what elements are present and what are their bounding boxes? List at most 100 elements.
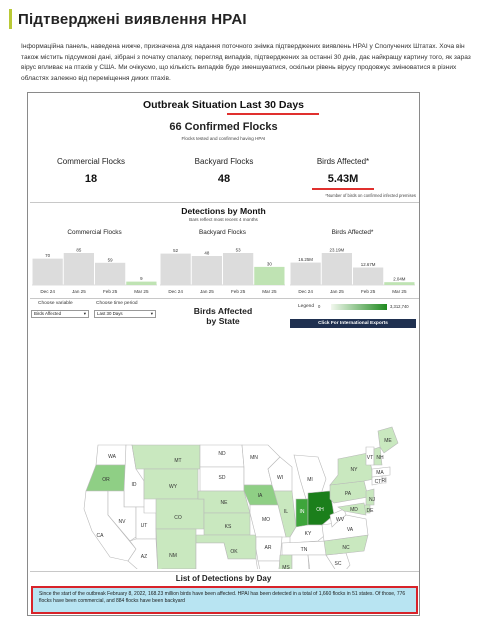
bar-value-label: 48 [204, 251, 209, 256]
state-label: ME [384, 438, 392, 444]
state-label: ID [132, 482, 137, 488]
variable-select-label: Choose variable [38, 301, 73, 306]
detections-subtitle: Bars reflect most recent 4 months [189, 217, 258, 222]
state-nh[interactable] [373, 446, 383, 466]
state-ms[interactable] [278, 554, 293, 569]
chart-title: Commercial Flocks [67, 229, 122, 236]
x-tick-label: Dec 24 [40, 289, 55, 294]
state-label: MI [307, 477, 313, 483]
state-label: RI [382, 478, 387, 484]
state-label: OR [102, 477, 110, 483]
period-select[interactable]: Last 30 Days ▾ [94, 310, 156, 318]
section-divider [30, 298, 419, 299]
x-tick-label: Dec 24 [298, 289, 313, 294]
bar[interactable] [384, 282, 415, 285]
period-select-label: Choose time period [96, 301, 138, 306]
x-tick-label: Feb 25 [361, 289, 376, 294]
detections-title: Detections by Month [181, 206, 266, 216]
bar[interactable] [223, 253, 254, 285]
state-label: MS [282, 565, 290, 569]
state-label: WV [336, 517, 345, 523]
state-nm[interactable] [155, 528, 197, 569]
us-state-map: WAORCAIDNVUTAZMTWYCONMNDSDNEKSOKTXMNIAMO… [83, 426, 399, 569]
bar[interactable] [126, 281, 157, 285]
state-il[interactable] [273, 490, 297, 538]
bar[interactable] [290, 262, 321, 285]
state-label: WA [108, 454, 117, 460]
chevron-down-icon: ▾ [150, 311, 153, 316]
state-tx[interactable] [161, 542, 262, 569]
variable-select-value: Birds Affected [34, 311, 62, 316]
bar-value-label: 30 [267, 261, 272, 266]
kpi-backyard-value: 48 [217, 173, 231, 185]
x-tick-label: Jan 25 [200, 289, 214, 294]
bar-value-label: 2.04M [393, 277, 406, 282]
state-label: MO [262, 517, 270, 523]
legend-max: 3,312,740 [390, 304, 409, 309]
bar[interactable] [160, 253, 191, 285]
chart-commercial-by-month: Commercial Flocks 70 Dec 24 85 Jan 25 59 Feb … [32, 229, 157, 297]
bar[interactable] [353, 267, 384, 285]
state-label: VA [347, 527, 354, 533]
state-az[interactable] [127, 538, 158, 569]
x-tick-label: Mar 25 [134, 289, 149, 294]
bar[interactable] [321, 253, 352, 285]
page-title: Підтверджені виявлення HPAI [18, 10, 247, 28]
state-mt[interactable] [131, 444, 201, 470]
bar-value-label: 53 [236, 248, 241, 253]
chart-birds-by-month: Birds Affected* 16.25M Dec 24 23.19M Jan 25… [290, 229, 415, 297]
state-label: OK [230, 549, 238, 555]
bar-value-label: 59 [108, 257, 113, 262]
state-label: IN [300, 509, 305, 515]
state-ma[interactable] [371, 466, 391, 478]
state-label: ND [218, 451, 226, 457]
legend-label: Legend [298, 304, 315, 309]
bar[interactable] [95, 262, 126, 285]
international-exports-button[interactable]: Click For International Exports [290, 319, 416, 328]
outbreak-summary-box: Since the start of the outbreak February… [31, 586, 418, 614]
state-label: NJ [369, 497, 376, 503]
bar-value-label: 12.67M [361, 262, 376, 267]
state-me[interactable] [377, 426, 399, 454]
section-divider [30, 571, 419, 572]
intro-paragraph: Інформаційна панель, наведена нижче, при… [21, 43, 471, 82]
variable-select[interactable]: Birds Affected ▾ [31, 310, 89, 318]
bar-value-label: 52 [173, 248, 178, 253]
state-label: MD [350, 507, 358, 513]
confirmed-flocks-caption: Flocks tested and confirmed having HPAI [181, 136, 266, 141]
bar[interactable] [254, 266, 285, 285]
state-ri[interactable] [381, 476, 387, 484]
bar[interactable] [63, 253, 94, 285]
map-title-line2: by State [206, 316, 240, 326]
state-label: NV [119, 519, 127, 525]
kpi-backyard-label: Backyard Flocks [194, 157, 254, 166]
chevron-down-icon: ▾ [83, 311, 86, 316]
state-label: IL [284, 509, 288, 515]
bar[interactable] [32, 258, 63, 285]
map-title-line1: Birds Affected [193, 306, 253, 316]
state-wv[interactable] [329, 508, 347, 528]
state-label: CT [375, 479, 382, 485]
chart-commercial-svg: 70 Dec 24 85 Jan 25 59 Feb 25 9 Mar 25 [32, 248, 157, 294]
chart-title: Birds Affected* [331, 229, 374, 236]
state-label: SC [335, 561, 342, 567]
list-of-detections-title: List of Detections by Day [175, 574, 272, 583]
state-label: KS [225, 524, 232, 530]
confirmed-flocks-total: 66 Confirmed Flocks [169, 121, 278, 133]
bar-value-label: 70 [45, 253, 50, 258]
state-label: SD [219, 475, 226, 481]
state-label: OH [316, 507, 324, 513]
state-label: WY [169, 484, 178, 490]
state-md[interactable] [337, 502, 367, 516]
section-divider [30, 202, 419, 203]
chart-birds-svg: 16.25M Dec 24 23.19M Jan 25 12.67M Feb 25 2.04… [290, 248, 415, 294]
state-nj[interactable] [365, 488, 375, 506]
state-oh[interactable] [307, 490, 335, 526]
chart-backyard-by-month: Backyard Flocks 52 Dec 24 48 Jan 25 53 Feb 25… [160, 229, 285, 297]
legend-min: 0 [318, 304, 321, 309]
map-title: Birds Affected by State [168, 306, 278, 326]
x-tick-label: Jan 25 [330, 289, 344, 294]
x-tick-label: Mar 25 [392, 289, 407, 294]
bar[interactable] [191, 256, 222, 285]
state-al[interactable] [291, 554, 310, 569]
